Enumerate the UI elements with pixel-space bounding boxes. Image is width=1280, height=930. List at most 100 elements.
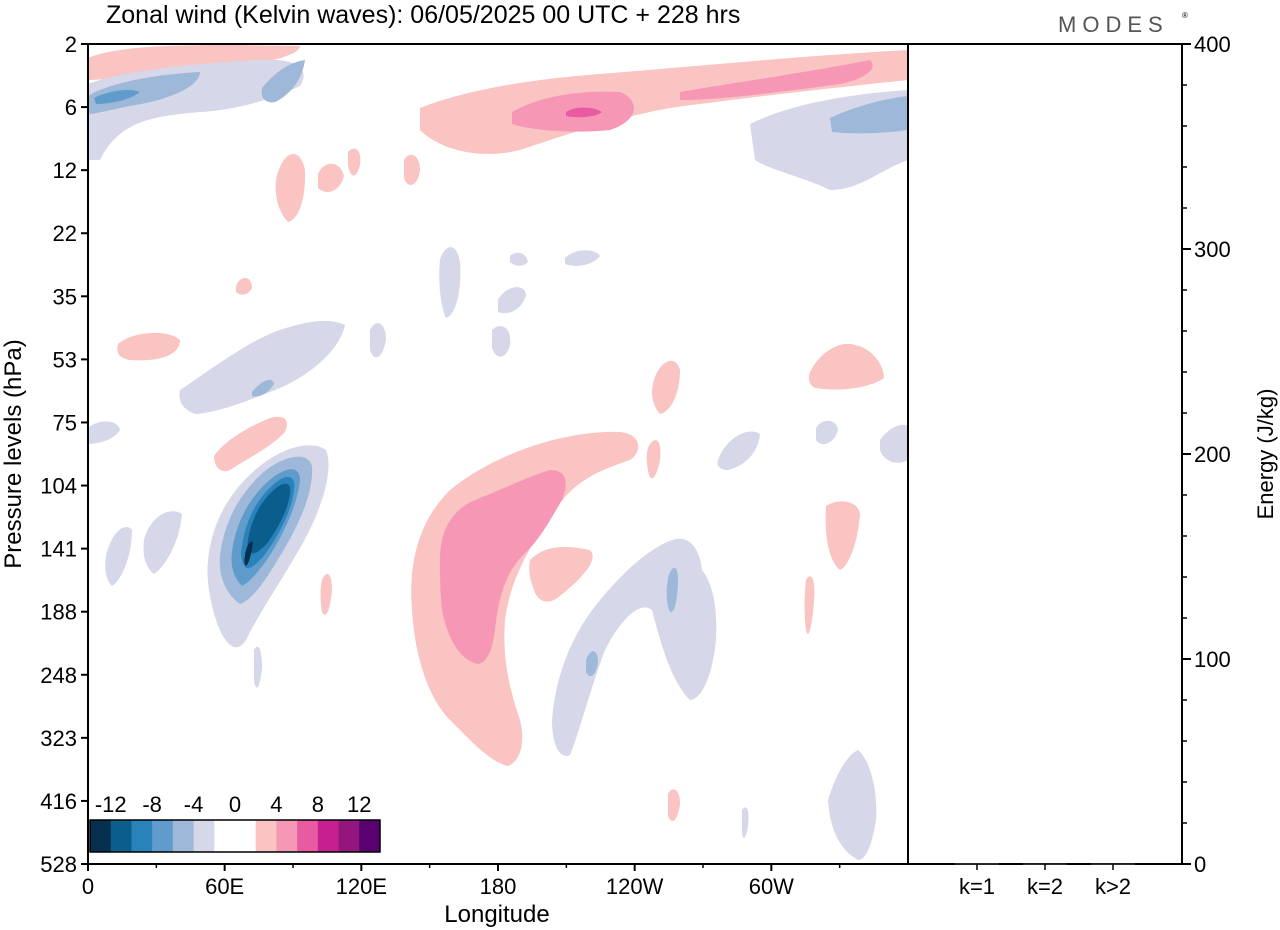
- colorbar-label: -8: [142, 792, 162, 817]
- longitude-tick-label: 180: [480, 874, 517, 899]
- contour-neg-bottom-right: [828, 750, 877, 860]
- contour-pos-right-mid-2: [652, 360, 680, 414]
- colorbar-swatch: [214, 820, 236, 852]
- longitude-tick-label: 120E: [336, 874, 387, 899]
- contour-neg-right-mid-2: [816, 420, 838, 445]
- energy-tick-label: 100: [1194, 647, 1231, 672]
- wind-contours: [88, 45, 908, 860]
- colorbar-swatch: [90, 820, 112, 852]
- colorbar-swatch: [110, 820, 132, 852]
- contour-neg-blob-2: [498, 287, 526, 314]
- colorbar-swatch: [172, 820, 195, 852]
- colorbar-label: 0: [229, 792, 241, 817]
- pressure-tick-label: 104: [40, 474, 77, 499]
- pressure-tick-label: 12: [53, 158, 77, 183]
- contour-neg-blob-3: [492, 326, 511, 357]
- longitude-tick-label: 60W: [749, 874, 794, 899]
- pressure-tick-label: 248: [40, 663, 77, 688]
- contour-pos-blob-3: [404, 154, 420, 185]
- x-axis-label: Longitude: [444, 901, 549, 928]
- energy-tick-label: 300: [1194, 237, 1231, 262]
- colorbar-swatch: [255, 820, 277, 852]
- energy-panel: 0 100 200 300 400 k=1 k=2 k>2 Energy (J/kg): [907, 32, 1278, 899]
- contour-neg-blob-1: [439, 247, 461, 318]
- contour-neg-lower-scatter-2: [143, 511, 182, 574]
- colorbar-swatch: [235, 820, 257, 852]
- contour-neg-mid-streak-core: [252, 379, 274, 397]
- contour-pos-main-tail: [529, 547, 593, 602]
- y-axis-label: Pressure levels (hPa): [0, 339, 27, 568]
- colorbar-swatch: [317, 820, 340, 852]
- brand-logo-mark: ®: [1182, 11, 1188, 20]
- colorbar-swatches: [89, 819, 381, 853]
- brand-logo-text: MODES: [1058, 12, 1169, 37]
- pressure-tick-label: 323: [40, 726, 77, 751]
- longitude-axis: 0 60E 120E 180 120W 60W: [82, 864, 841, 899]
- contour-pos-small-2: [646, 440, 661, 479]
- contour-pos-blob-6: [236, 277, 252, 295]
- contour-pos-blob-1: [275, 153, 306, 222]
- colorbar-label: 12: [347, 792, 371, 817]
- contour-pos-ring-below-neg: [214, 416, 287, 472]
- contour-neg-lower-right-core-2: [586, 651, 598, 677]
- longitude-tick-label: 60E: [205, 874, 244, 899]
- pressure-tick-label: 35: [53, 284, 77, 309]
- contour-neg-small-3: [254, 646, 262, 688]
- energy-axis: 0 100 200 300 400: [1182, 32, 1231, 877]
- heatmap-panel: [88, 45, 908, 860]
- contour-neg-small-4: [742, 807, 749, 838]
- pressure-tick-label: 141: [40, 537, 77, 562]
- pressure-tick-label: 528: [40, 852, 77, 877]
- energy-bar: [955, 863, 999, 865]
- pressure-tick-label: 2: [65, 32, 77, 57]
- colorbar-swatch: [359, 820, 381, 852]
- colorbar-label: -4: [184, 792, 204, 817]
- energy-category-label: k=1: [959, 874, 995, 899]
- energy-tick-label: 0: [1194, 852, 1206, 877]
- contour-neg-main-l4: [247, 483, 291, 554]
- contour-pos-small-1: [320, 574, 332, 615]
- longitude-tick-label: 120W: [606, 874, 664, 899]
- energy-category-labels: k=1 k=2 k>2: [959, 864, 1131, 899]
- contour-neg-upper-left-core: [94, 90, 140, 104]
- contour-pos-right-mid: [808, 343, 884, 390]
- energy-axis-label: Energy (J/kg): [1253, 389, 1278, 520]
- contour-neg-mid-streak: [179, 320, 345, 414]
- contour-pos-right-low: [825, 501, 860, 570]
- chart-title: Zonal wind (Kelvin waves): 06/05/2025 00…: [106, 1, 740, 29]
- colorbar-label: -12: [95, 792, 127, 817]
- contour-neg-upper-left-mid: [88, 72, 200, 114]
- contour-neg-right-mid-3: [880, 424, 908, 463]
- colorbar-swatch: [152, 820, 174, 852]
- pressure-tick-label: 22: [53, 221, 77, 246]
- contour-neg-blob-7: [370, 323, 386, 358]
- colorbar-swatch: [193, 820, 215, 852]
- energy-tick-label: 200: [1194, 442, 1231, 467]
- colorbar-swatch: [276, 820, 298, 852]
- colorbar-labels: -12 -8 -4 0 4 8 12: [95, 792, 372, 817]
- contour-pos-small-4: [668, 789, 680, 821]
- contour-pos-main-l1: [440, 470, 566, 664]
- energy-tick-label: 400: [1194, 32, 1231, 57]
- energy-frame: [907, 43, 1183, 865]
- contour-neg-blob-5: [510, 252, 528, 266]
- pressure-tick-label: 53: [53, 347, 77, 372]
- pressure-tick-label: 188: [40, 600, 77, 625]
- colorbar-swatch: [131, 820, 153, 852]
- contour-pos-blob-2: [318, 163, 344, 192]
- contour-neg-upper-mid: [261, 60, 305, 103]
- contour-neg-main-core: [244, 541, 253, 566]
- pressure-tick-label: 6: [65, 95, 77, 120]
- colorbar-frame: [89, 819, 381, 853]
- contour-neg-lower-right-core-1: [666, 567, 678, 613]
- contour-pos-blob-5: [117, 332, 180, 361]
- colorbar-legend: -12 -8 -4 0 4 8 12: [89, 792, 381, 853]
- pressure-tick-label: 75: [53, 410, 77, 435]
- contour-pos-upper-band-core: [566, 107, 602, 118]
- contour-neg-blob-6: [88, 421, 120, 444]
- contour-neg-lower-scatter-1: [105, 527, 132, 586]
- contour-neg-blob-4: [565, 250, 600, 266]
- contour-pos-small-3: [804, 576, 815, 634]
- contour-pos-upper-right-mid: [680, 60, 873, 100]
